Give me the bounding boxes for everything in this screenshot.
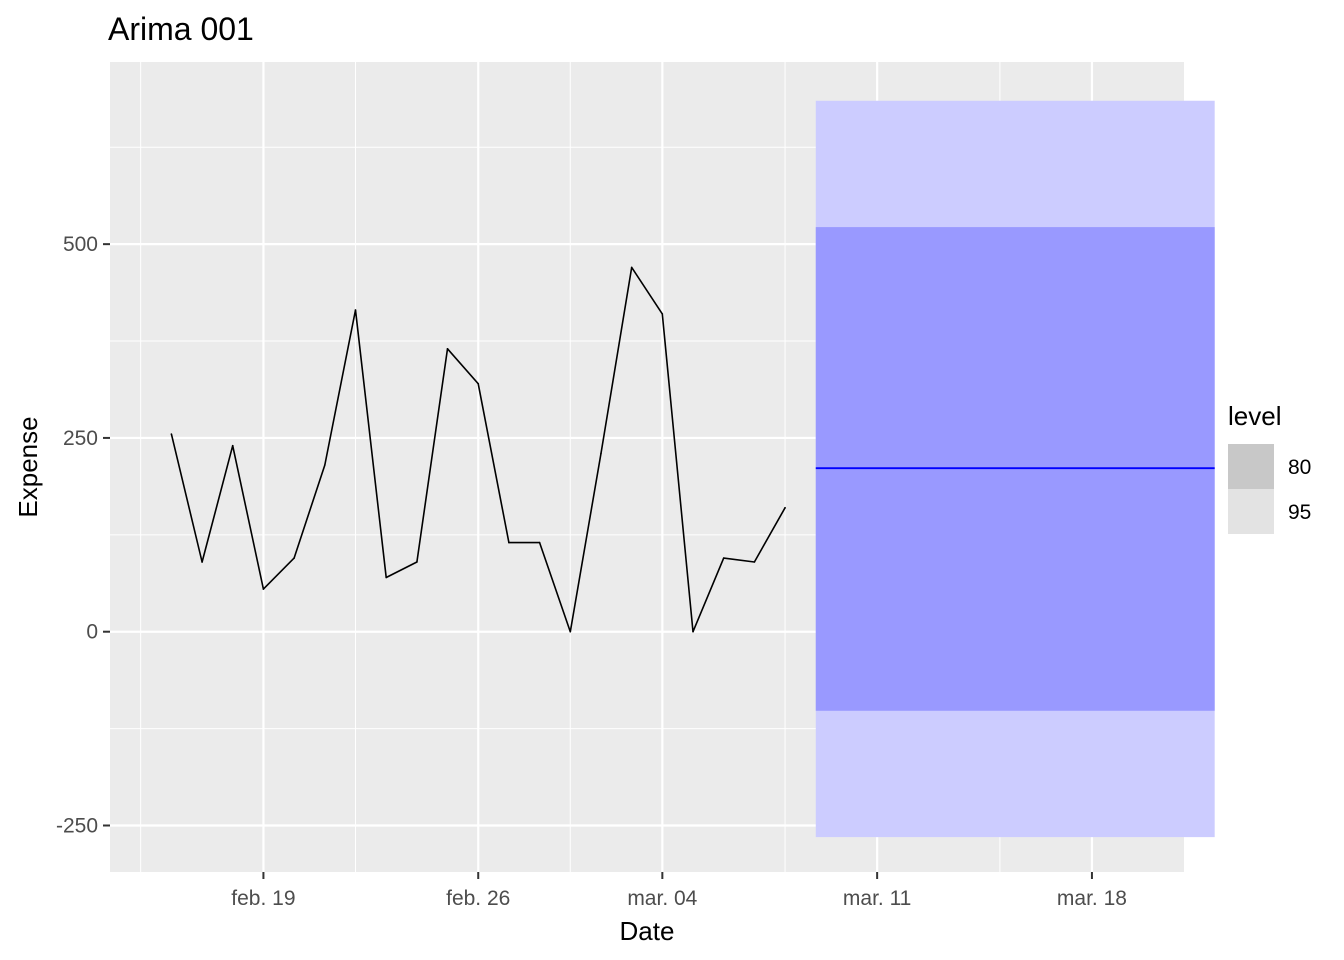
legend-key-80	[1228, 444, 1274, 489]
observed-point	[170, 433, 173, 435]
x-axis-title: Date	[620, 916, 675, 946]
observed-point	[538, 541, 541, 544]
observed-point	[201, 561, 203, 563]
observed-point	[569, 630, 572, 633]
x-tick-label: feb. 19	[231, 887, 295, 910]
observed-point	[354, 309, 357, 311]
x-tick-label: mar. 04	[627, 887, 697, 910]
observed-point	[477, 382, 480, 385]
observed-point	[324, 464, 326, 466]
observed-point	[753, 561, 756, 563]
observed-point	[293, 557, 295, 559]
observed-point	[600, 452, 602, 455]
observed-point	[508, 541, 510, 544]
observed-point	[262, 588, 265, 590]
observed-point	[231, 444, 234, 447]
legend-label-95: 95	[1288, 501, 1311, 524]
y-tick-label: -250	[56, 814, 98, 837]
legend-title: level	[1228, 401, 1281, 431]
x-axis: feb. 19 feb. 26 mar. 04 mar. 11 mar. 18	[231, 872, 1127, 910]
y-axis-title: Expense	[13, 416, 43, 517]
legend-label-80: 80	[1288, 456, 1311, 479]
x-tick-label: mar. 11	[843, 887, 911, 910]
y-tick-label: 500	[63, 233, 98, 256]
y-tick-label: 250	[63, 427, 98, 450]
observed-point	[446, 347, 449, 350]
observed-point	[385, 576, 387, 579]
legend-key-95	[1228, 489, 1274, 534]
x-tick-label: feb. 26	[446, 887, 510, 910]
observed-point	[416, 561, 418, 563]
observed-point	[630, 266, 633, 269]
observed-point	[692, 630, 694, 633]
x-tick-label: mar. 18	[1057, 887, 1127, 910]
observed-point	[784, 506, 786, 509]
chart-title: Arima 001	[108, 11, 254, 47]
observed-point	[722, 557, 725, 559]
observed-point	[661, 313, 664, 315]
legend: level 80 95	[1228, 401, 1311, 534]
observed-series	[170, 266, 786, 633]
y-axis: -250 0 250 500	[56, 233, 110, 837]
y-tick-label: 0	[86, 621, 98, 644]
